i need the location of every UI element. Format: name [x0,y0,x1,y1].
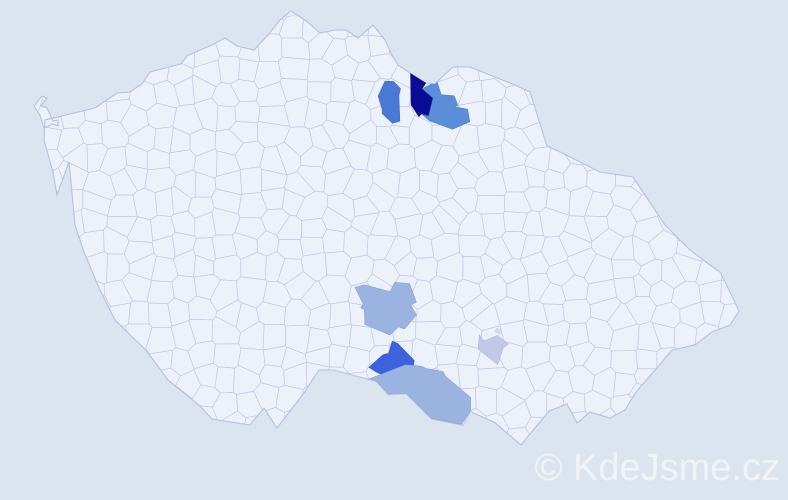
svg-text:© KdeJsme.cz: © KdeJsme.cz [534,447,780,489]
